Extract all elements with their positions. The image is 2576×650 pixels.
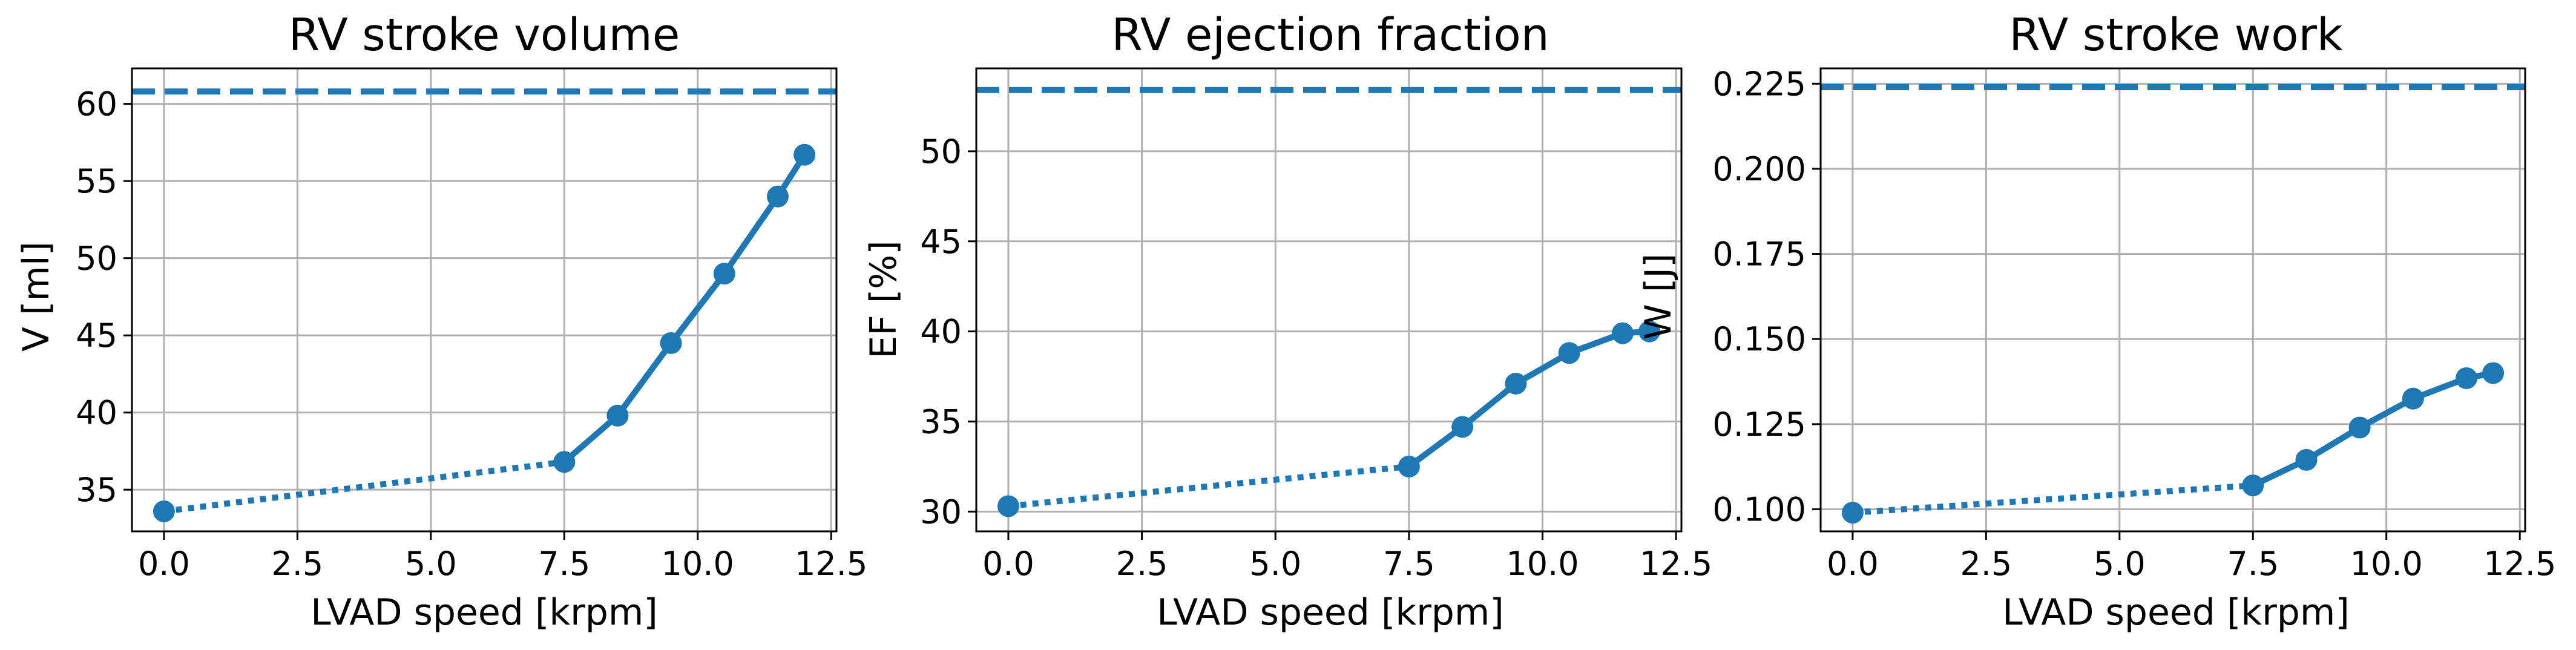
data-point [997,495,1019,517]
y-tick-label: 35 [76,471,117,509]
data-point [2402,387,2424,410]
x-tick-label: 2.5 [271,545,323,583]
chart-title: RV stroke work [2009,9,2343,61]
y-axis-label: V [ml] [15,241,58,352]
x-tick-label: 7.5 [538,545,590,583]
x-tick-label: 5.0 [2094,545,2146,583]
data-point [606,404,629,427]
data-point [660,332,682,354]
y-axis-label: EF [%] [862,240,905,358]
x-tick-label: 5.0 [1249,545,1301,583]
data-point [1505,372,1527,395]
x-tick-label: 7.5 [1383,545,1435,583]
chart-title: RV ejection fraction [1111,9,1549,61]
chart-title: RV stroke volume [289,9,680,61]
y-tick-label: 0.150 [1712,320,1806,358]
data-point [553,451,576,473]
data-point [794,143,816,166]
data-point [2482,362,2505,384]
panel-rv-stroke-work: RV stroke work LVAD speed [krpm] W [J] 0… [1637,9,2556,634]
y-tick-label: 60 [76,85,117,123]
x-tick-label: 5.0 [405,545,457,583]
axes-frame [131,67,838,533]
y-tick-label: 0.175 [1712,235,1806,274]
y-tick-label: 35 [920,402,962,441]
x-tick-label: 12.5 [795,545,867,583]
data-point [713,263,735,285]
x-axis-label: LVAD speed [krpm] [310,591,657,634]
panel-rv-stroke-volume: RV stroke volume LVAD speed [krpm] V [ml… [15,9,867,634]
y-tick-label: 40 [76,394,117,432]
y-tick-label: 45 [920,223,962,261]
data-point [153,500,175,522]
data-point [1398,455,1420,478]
x-axis-label: LVAD speed [krpm] [2002,591,2349,634]
y-tick-label: 55 [76,162,117,200]
x-tick-label: 0.0 [1827,545,1879,583]
y-tick-label: 40 [920,313,962,351]
axes-frame [1819,67,2526,533]
data-point [767,185,789,208]
data-point [1841,502,1864,524]
y-tick-label: 0.200 [1712,150,1806,188]
x-tick-label: 10.0 [1506,545,1579,583]
y-tick-label: 50 [920,133,962,171]
x-tick-label: 0.0 [138,545,190,583]
data-point [2456,367,2477,389]
x-axis-label: LVAD speed [krpm] [1157,591,1503,634]
x-tick-label: 0.0 [982,545,1034,583]
axes-frame [975,67,1683,533]
data-point [1558,342,1580,364]
data-point [2242,474,2264,497]
x-tick-label: 7.5 [2227,545,2279,583]
y-tick-label: 45 [76,317,117,355]
y-tick-label: 0.225 [1712,65,1806,103]
data-point [1611,322,1634,344]
y-tick-label: 0.125 [1712,405,1806,444]
x-tick-label: 2.5 [1116,545,1168,583]
data-point [2295,448,2318,471]
x-tick-label: 12.5 [2483,545,2556,583]
data-point [2348,416,2371,439]
x-tick-label: 12.5 [1640,545,1712,583]
x-tick-label: 10.0 [662,545,734,583]
x-tick-label: 10.0 [2350,545,2423,583]
y-tick-label: 50 [76,240,117,278]
y-tick-label: 0.100 [1712,490,1806,528]
y-axis-label: W [J] [1637,254,1680,340]
y-tick-label: 30 [920,493,962,531]
panel-rv-ejection-fraction: RV ejection fraction LVAD speed [krpm] E… [862,9,1712,634]
data-point [1638,320,1661,343]
data-point [1451,416,1474,438]
x-tick-label: 2.5 [1960,545,2012,583]
